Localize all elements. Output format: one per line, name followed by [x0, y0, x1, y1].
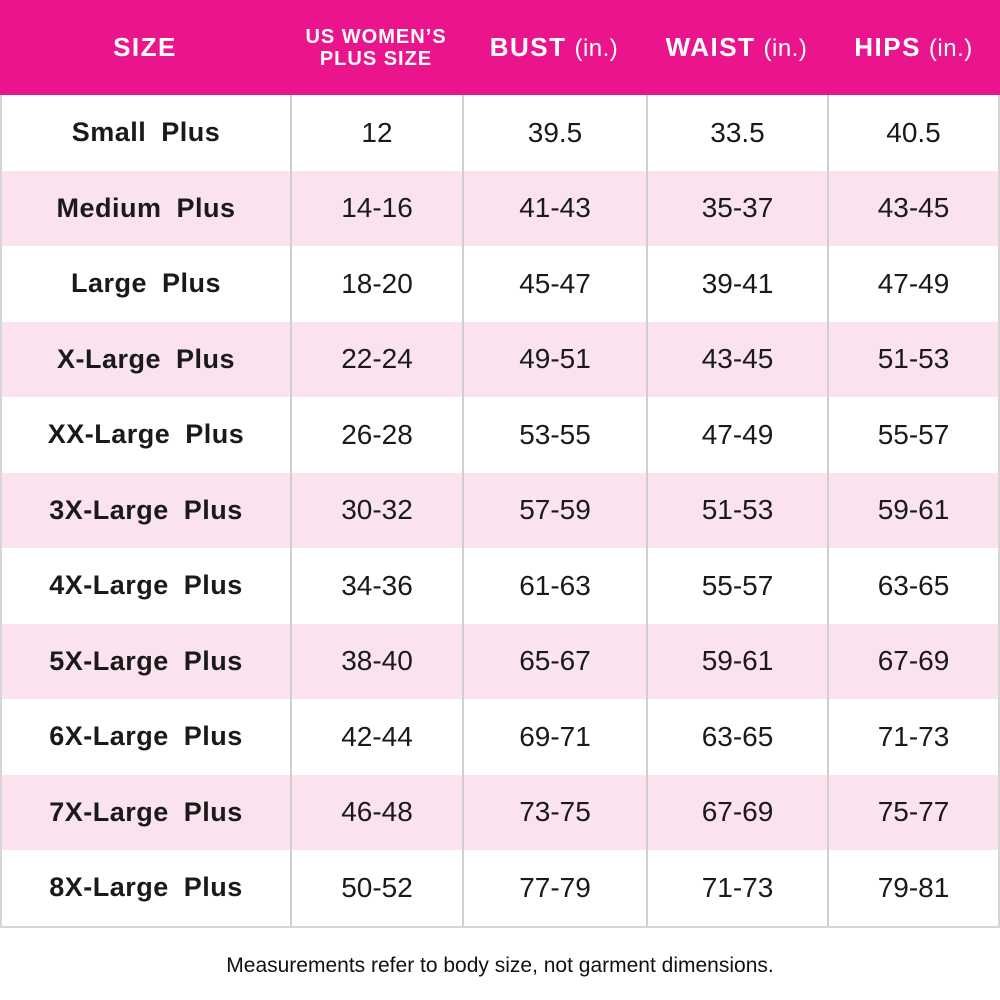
- cell-size: 4X-Large Plus: [49, 570, 243, 601]
- column-header-bust-label: BUST: [489, 31, 567, 62]
- cell-waist: 33.5: [646, 95, 827, 171]
- column-header-waist-label: WAIST: [665, 31, 756, 62]
- column-header-waist: WAIST (in.): [646, 33, 827, 62]
- cell-waist: 47-49: [646, 397, 827, 473]
- cell-us-plus-size: 22-24: [290, 321, 462, 397]
- column-header-hips-unit: (in.): [928, 34, 973, 62]
- cell-us-plus-size: 50-52: [290, 850, 462, 926]
- column-header-hips-label: HIPS: [854, 31, 921, 62]
- cell-hips: 47-49: [827, 246, 998, 322]
- cell-waist: 55-57: [646, 548, 827, 624]
- cell-bust: 69-71: [462, 699, 646, 775]
- cell-waist: 35-37: [646, 170, 827, 246]
- column-header-bust: BUST (in.): [462, 33, 646, 62]
- cell-size: 7X-Large Plus: [49, 796, 243, 827]
- cell-bust: 41-43: [462, 170, 646, 246]
- table-row: Small Plus 12 39.5 33.5 40.5: [2, 95, 998, 171]
- cell-us-plus-size: 14-16: [290, 170, 462, 246]
- table-row: X-Large Plus 22-24 49-51 43-45 51-53: [2, 321, 998, 397]
- column-header-bust-unit: (in.): [574, 34, 619, 62]
- cell-hips: 59-61: [827, 472, 998, 548]
- cell-us-plus-size: 34-36: [290, 548, 462, 624]
- cell-us-plus-size: 42-44: [290, 699, 462, 775]
- table-row: Medium Plus 14-16 41-43 35-37 43-45: [2, 170, 998, 246]
- column-header-waist-unit: (in.): [763, 34, 808, 62]
- cell-waist: 39-41: [646, 246, 827, 322]
- cell-us-plus-size: 12: [290, 95, 462, 171]
- cell-bust: 45-47: [462, 246, 646, 322]
- table-header-row: SIZE US WOMEN’S PLUS SIZE BUST (in.) WAI…: [0, 0, 1000, 95]
- cell-waist: 51-53: [646, 472, 827, 548]
- cell-size: 8X-Large Plus: [49, 872, 243, 903]
- cell-hips: 71-73: [827, 699, 998, 775]
- cell-hips: 51-53: [827, 321, 998, 397]
- cell-waist: 63-65: [646, 699, 827, 775]
- table-row: XX-Large Plus 26-28 53-55 47-49 55-57: [2, 397, 998, 473]
- cell-bust: 53-55: [462, 397, 646, 473]
- column-header-size: SIZE: [0, 33, 290, 62]
- cell-size: Medium Plus: [56, 192, 236, 223]
- table-row: 8X-Large Plus 50-52 77-79 71-73 79-81: [2, 850, 998, 926]
- cell-us-plus-size: 46-48: [290, 774, 462, 850]
- table-row: 3X-Large Plus 30-32 57-59 51-53 59-61: [2, 472, 998, 548]
- column-header-hips: HIPS (in.): [827, 33, 1000, 62]
- column-header-us-plus-size: US WOMEN’S PLUS SIZE: [290, 26, 462, 70]
- cell-us-plus-size: 30-32: [290, 472, 462, 548]
- table-row: 6X-Large Plus 42-44 69-71 63-65 71-73: [2, 699, 998, 775]
- table-row: Large Plus 18-20 45-47 39-41 47-49: [2, 246, 998, 322]
- cell-hips: 40.5: [827, 95, 998, 171]
- cell-bust: 65-67: [462, 623, 646, 699]
- cell-us-plus-size: 38-40: [290, 623, 462, 699]
- footer-note: Measurements refer to body size, not gar…: [226, 953, 774, 977]
- cell-size: 6X-Large Plus: [49, 721, 243, 752]
- table-body: Small Plus 12 39.5 33.5 40.5 Medium Plus 14-16…: [0, 95, 1000, 928]
- cell-size: XX-Large Plus: [47, 419, 245, 450]
- cell-waist: 59-61: [646, 623, 827, 699]
- cell-us-plus-size: 18-20: [290, 246, 462, 322]
- cell-us-plus-size: 26-28: [290, 397, 462, 473]
- table-row: 7X-Large Plus 46-48 73-75 67-69 75-77: [2, 774, 998, 850]
- cell-bust: 73-75: [462, 774, 646, 850]
- column-header-us-plus-size-line1: US WOMEN’S: [305, 25, 447, 48]
- cell-size: 5X-Large Plus: [49, 645, 243, 676]
- cell-bust: 61-63: [462, 548, 646, 624]
- cell-size: Large Plus: [70, 268, 222, 299]
- cell-hips: 79-81: [827, 850, 998, 926]
- cell-hips: 75-77: [827, 774, 998, 850]
- cell-size: Small Plus: [71, 117, 221, 148]
- cell-hips: 67-69: [827, 623, 998, 699]
- cell-size: X-Large Plus: [56, 343, 236, 374]
- cell-waist: 43-45: [646, 321, 827, 397]
- cell-bust: 49-51: [462, 321, 646, 397]
- cell-size: 3X-Large Plus: [49, 494, 243, 525]
- cell-waist: 67-69: [646, 774, 827, 850]
- cell-hips: 55-57: [827, 397, 998, 473]
- table-row: 4X-Large Plus 34-36 61-63 55-57 63-65: [2, 548, 998, 624]
- cell-waist: 71-73: [646, 850, 827, 926]
- column-header-size-label: SIZE: [113, 32, 177, 63]
- column-header-us-plus-size-line2: PLUS SIZE: [319, 47, 433, 70]
- cell-hips: 63-65: [827, 548, 998, 624]
- cell-bust: 57-59: [462, 472, 646, 548]
- table-row: 5X-Large Plus 38-40 65-67 59-61 67-69: [2, 623, 998, 699]
- cell-bust: 39.5: [462, 95, 646, 171]
- cell-hips: 43-45: [827, 170, 998, 246]
- cell-bust: 77-79: [462, 850, 646, 926]
